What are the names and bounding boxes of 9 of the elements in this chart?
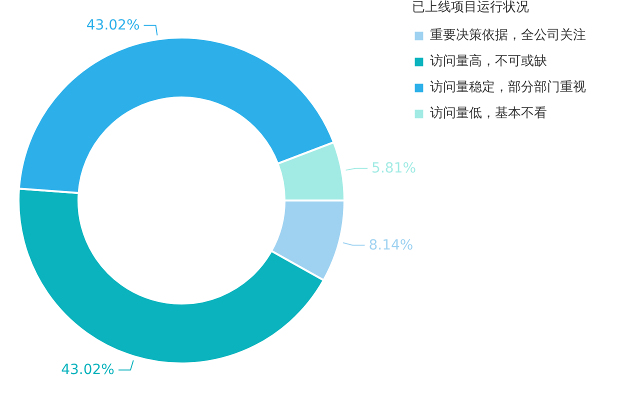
- legend-label: 重要决策依据，全公司关注: [430, 27, 586, 44]
- data-label: 43.02%: [61, 362, 114, 378]
- legend-title: 已上线项目运行状况: [412, 0, 530, 16]
- data-label: 5.81%: [372, 160, 416, 176]
- legend-label: 访问量低，基本不看: [430, 105, 547, 122]
- data-label: 43.02%: [86, 17, 140, 34]
- data-label: 8.14%: [368, 237, 414, 254]
- legend-label: 访问量高，不可或缺: [430, 53, 547, 70]
- legend-label: 访问量稳定，部分部门重视: [430, 79, 586, 96]
